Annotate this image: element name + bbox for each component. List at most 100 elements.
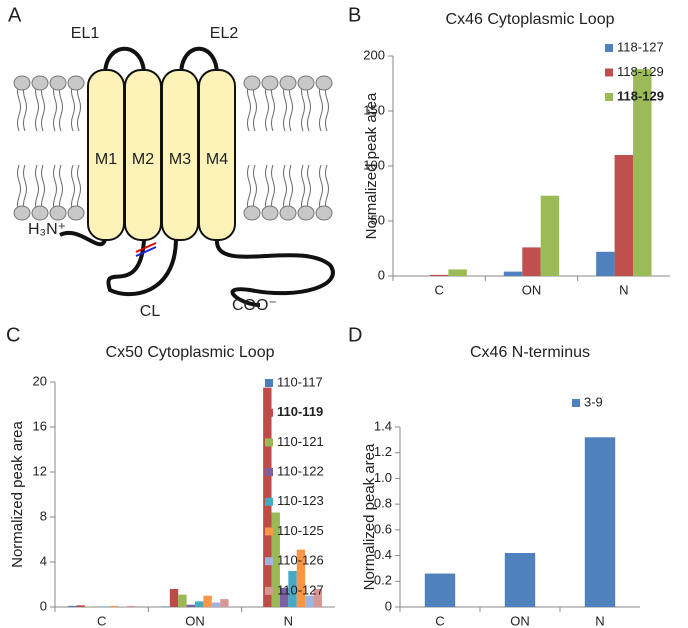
helix-label: M2 (132, 151, 154, 168)
bar (178, 594, 187, 607)
lipid-tail (71, 82, 81, 132)
lipid-tail (301, 164, 311, 214)
panel-label: C (6, 324, 20, 346)
legend-label: 110-121 (277, 434, 324, 449)
bar (211, 602, 221, 607)
lipid-tail (319, 164, 329, 214)
lipid-head (315, 205, 333, 221)
x-tick-label: N (284, 613, 293, 628)
lipid-head (49, 205, 67, 221)
y-axis-label: Normalized peak area (361, 443, 378, 590)
bar (522, 247, 541, 276)
legend-swatch (265, 438, 273, 447)
lipid-head (31, 75, 49, 91)
panel-label: A (8, 4, 22, 26)
cl-label: CL (140, 303, 161, 320)
bar (169, 589, 179, 607)
helices (87, 69, 236, 241)
bar (540, 195, 560, 276)
lipid-head (297, 75, 315, 91)
legend-swatch (265, 527, 273, 536)
bar (429, 274, 449, 276)
lipid-tail (35, 82, 45, 132)
c-terminus (214, 239, 335, 307)
x-tick-label: ON (185, 613, 205, 628)
bar (271, 512, 280, 607)
y-tick-label: 1.4 (374, 418, 392, 433)
bar (195, 601, 204, 607)
lipid-tail (265, 82, 275, 132)
y-tick-label: 50 (371, 212, 385, 227)
y-tick-label: 0 (40, 598, 47, 613)
x-tick-label: N (595, 613, 604, 628)
y-tick-label: 0 (385, 598, 392, 613)
y-tick-label: 20 (33, 373, 47, 388)
bar (504, 553, 536, 607)
bar (596, 251, 615, 276)
chart-title: Cx50 Cytoplasmic Loop (106, 344, 275, 361)
bar (220, 599, 229, 607)
loop-label: EL2 (210, 25, 239, 42)
y-tick-label: 0.8 (374, 496, 392, 511)
bar (313, 589, 322, 607)
loop-label: EL1 (71, 25, 100, 42)
lipid-head (13, 75, 31, 91)
legend-label: 110-123 (277, 493, 324, 508)
lipid-tail (53, 82, 63, 132)
lipid-head (49, 75, 67, 91)
chart-title: Cx46 N-terminus (470, 344, 590, 361)
helix-label: M1 (95, 151, 117, 168)
lipid-tail (283, 164, 293, 214)
legend-swatch (265, 586, 273, 595)
legend-label: 110-122 (277, 464, 324, 479)
helix-label: M4 (206, 151, 228, 168)
legend-label: 110-125 (277, 523, 324, 538)
lipid-head (315, 75, 333, 91)
n-term-label: H₃N⁺ (28, 221, 66, 238)
lipid-head (243, 205, 261, 221)
legend-label: 110-126 (277, 553, 324, 568)
legend-label: 3-9 (584, 394, 603, 409)
y-tick-label: 16 (33, 418, 47, 433)
lipid-tail (247, 164, 257, 214)
legend-swatch (265, 379, 273, 387)
loop (179, 46, 219, 76)
marker (135, 246, 157, 257)
bar (263, 387, 272, 607)
y-tick-label: 12 (33, 463, 47, 478)
lipid-tail (301, 82, 311, 132)
y-tick-label: 0 (378, 267, 385, 282)
lipid-tail (319, 82, 329, 132)
bar (68, 605, 77, 607)
panel-label: D (348, 324, 362, 346)
legend-swatch (265, 497, 273, 506)
lipid-head (67, 75, 85, 91)
legend-label: 110-117 (277, 374, 323, 389)
bar (76, 605, 85, 607)
lipid-tail (35, 164, 45, 214)
x-tick-label: C (97, 613, 106, 628)
y-tick-label: 1.2 (374, 444, 392, 459)
n-terminus (59, 231, 107, 247)
bar (203, 595, 212, 607)
lipid-tail (71, 164, 81, 214)
bar (110, 605, 119, 607)
y-axis-label: Normalized peak area (9, 420, 26, 567)
y-tick-label: 1.0 (374, 470, 392, 485)
bar (448, 269, 467, 276)
legend-label: 118-127 (617, 39, 664, 54)
x-tick-label: ON (510, 613, 530, 628)
lipid-tail (283, 82, 293, 132)
lipid-tail (17, 164, 27, 214)
bar (305, 595, 314, 607)
cytoplasmic-loop (106, 239, 178, 297)
helix-label: M3 (169, 151, 191, 168)
bar (161, 606, 170, 607)
legend-swatch (605, 93, 613, 101)
y-tick-label: 150 (363, 102, 385, 117)
bar (584, 437, 616, 607)
legend-label: 110-119 (277, 404, 323, 419)
bar (279, 587, 289, 607)
chart-title: Cx46 Cytoplasmic Loop (446, 11, 615, 28)
